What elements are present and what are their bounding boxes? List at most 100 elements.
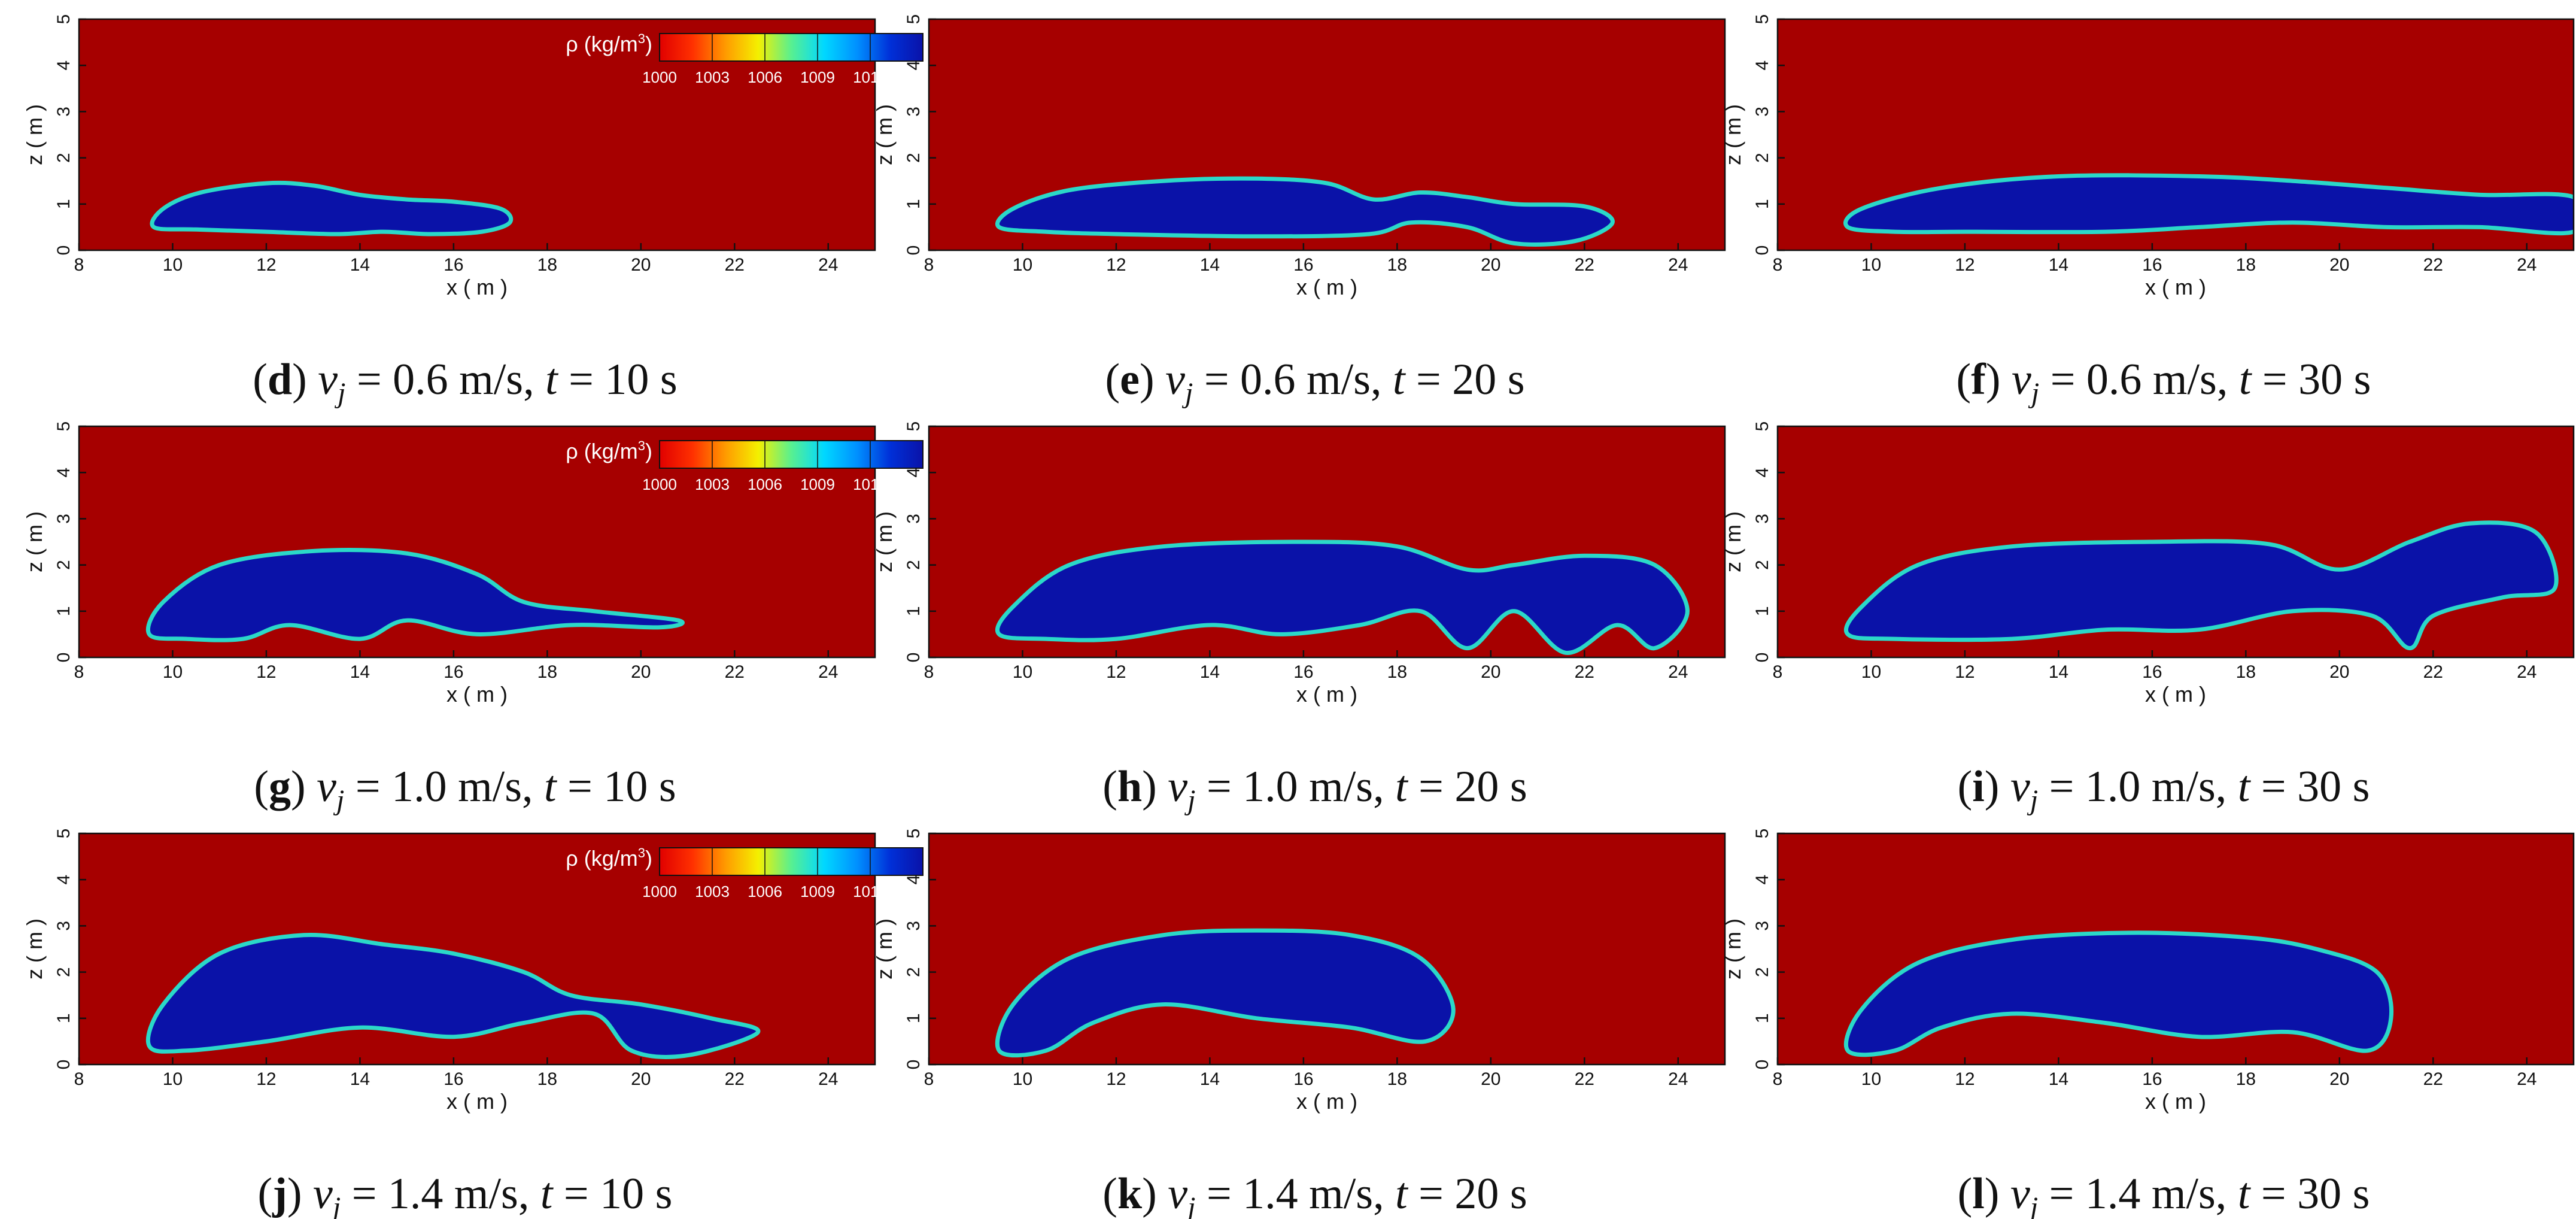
colorbar-tick-label: 1009 [800,883,835,900]
y-axis-label: z ( m ) [22,104,47,165]
x-tick-label: 10 [1013,662,1032,682]
y-tick-label: 4 [904,875,924,885]
y-tick-label: 2 [54,153,74,163]
x-tick-label: 14 [2049,662,2068,682]
panel-caption: (l) vj = 1.4 m/s, t = 30 s [1958,1169,2370,1219]
y-tick-label: 4 [1752,875,1772,885]
caption-t: t [1393,355,1407,404]
x-tick-label: 12 [1955,255,1974,275]
colorbar-strip [659,33,924,62]
axes-frame [928,18,1726,251]
caption-letter: i [1972,762,1985,811]
x-tick-label: 10 [1861,255,1881,275]
density-contour [1843,930,2393,1057]
caption-letter: j [272,1169,287,1218]
panel-caption: (i) vj = 1.0 m/s, t = 30 s [1958,762,2370,816]
axes-frame [1776,832,2575,1066]
y-tick-label: 4 [904,60,924,71]
y-tick-label: 2 [54,560,74,570]
x-tick-label: 18 [1387,662,1407,682]
colorbar-tick-label: 1003 [695,883,730,900]
colorbar-tick-label: 1012 [853,68,888,86]
y-tick-label: 3 [904,514,924,524]
y-tick-label: 1 [54,606,74,616]
panel-caption: (f) vj = 0.6 m/s, t = 30 s [1957,355,2371,409]
y-tick-label: 2 [1752,560,1772,570]
colorbar-tick-label: 1006 [748,883,782,900]
axes-frame [928,425,1726,659]
colorbar-tick-label: 1003 [695,475,730,493]
caption-open: ( [1102,762,1117,811]
panel-caption: (g) vj = 1.0 m/s, t = 10 s [254,762,676,816]
y-tick-label: 4 [54,468,74,478]
caption-close: ) [1985,762,2010,811]
current-body [995,928,1456,1058]
caption-t: t [544,762,558,811]
density-contour [1843,173,2574,236]
colorbar: ρ (kg/m3)1000 1003 1006 1009 1012 1015 [566,438,940,493]
caption-close: ) [1142,1169,1168,1218]
x-tick-label: 8 [924,662,934,682]
x-tick-label: 24 [2517,662,2536,682]
y-tick-label: 5 [1752,829,1772,839]
x-axis-label: x ( m ) [446,1089,508,1114]
x-tick-label: 22 [725,255,745,275]
caption-t: t [1395,762,1409,811]
y-tick-label: 2 [54,967,74,977]
x-tick-label: 12 [1955,1069,1974,1089]
density-contour [145,548,685,642]
colorbar-title-main: ρ (kg/m [566,32,637,56]
y-tick-label: 0 [54,653,74,663]
x-tick-label: 8 [924,255,934,275]
colorbar-title-end: ) [645,846,652,871]
caption-eq: = 1.0 m/s, [344,762,544,811]
caption-teq: = 20 s [1408,762,1527,811]
x-tick-label: 24 [1668,255,1688,275]
y-tick-label: 3 [904,107,924,117]
x-tick-label: 8 [74,255,84,275]
caption-teq: = 20 s [1405,355,1525,404]
colorbar-title-sup: 3 [638,845,645,860]
caption-open: ( [253,355,268,404]
y-tick-label: 2 [904,560,924,570]
x-tick-label: 12 [256,255,276,275]
caption-eq: = 1.0 m/s, [2038,762,2238,811]
y-axis-label: z ( m ) [872,511,897,572]
y-tick-label: 3 [54,107,74,117]
y-tick-label: 5 [904,14,924,25]
x-tick-label: 14 [350,255,370,275]
x-tick-label: 18 [1387,255,1407,275]
caption-v: v [1168,762,1187,811]
caption-teq: = 30 s [2250,762,2370,811]
caption-open: ( [1105,355,1120,404]
x-axis-label: x ( m ) [446,275,508,299]
caption-eq: = 1.4 m/s, [2038,1169,2238,1218]
y-tick-label: 2 [904,153,924,163]
density-contour [995,928,1456,1058]
y-tick-label: 3 [904,921,924,931]
caption-close: ) [292,355,318,404]
colorbar-tick-label: 1000 [642,68,677,86]
caption-letter: e [1120,355,1140,404]
x-tick-label: 14 [1200,255,1220,275]
caption-v: v [317,762,336,811]
x-tick-label: 22 [1575,662,1594,682]
y-tick-label: 5 [904,422,924,432]
caption-v: v [1165,355,1185,404]
caption-eq: = 0.6 m/s, [1193,355,1393,404]
y-tick-label: 5 [904,829,924,839]
panel-caption: (h) vj = 1.0 m/s, t = 20 s [1102,762,1527,816]
y-tick-label: 5 [1752,422,1772,432]
y-axis-label: z ( m ) [22,511,47,572]
colorbar-title: ρ (kg/m3) [566,438,652,463]
colorbar-title-sup: 3 [638,438,645,453]
caption-t: t [2239,355,2253,404]
x-tick-label: 8 [1773,662,1783,682]
current-body [1843,173,2574,236]
x-tick-label: 10 [163,662,183,682]
y-axis-label: z ( m ) [1721,104,1745,165]
caption-teq: = 30 s [2251,355,2371,404]
x-tick-label: 20 [631,1069,651,1089]
caption-close: ) [1140,355,1165,404]
x-tick-label: 20 [2329,255,2349,275]
